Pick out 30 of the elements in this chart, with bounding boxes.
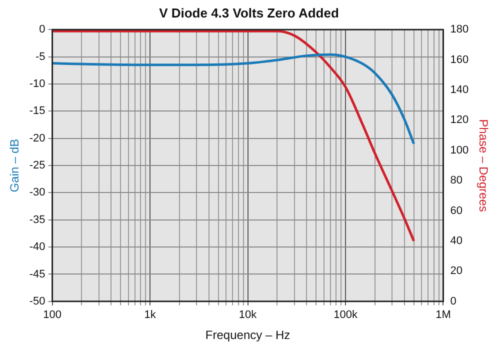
y-tick-label: -50 <box>29 295 46 308</box>
x-tick-label: 100 <box>43 309 62 322</box>
y-tick-label: -5 <box>36 50 46 63</box>
y-tick-label: -45 <box>29 268 46 280</box>
x-tick-label: 1k <box>144 309 156 322</box>
x-tick-label: 1M <box>436 309 451 322</box>
y2-tick-label: 100 <box>450 144 469 156</box>
y2-tick-label: 0 <box>450 295 456 308</box>
y2-tick-label: 80 <box>450 174 462 187</box>
y-tick-label: -25 <box>29 160 46 172</box>
chart-title: V Diode 4.3 Volts Zero Added <box>159 5 339 20</box>
y-tick-label: -35 <box>29 214 46 226</box>
y2-tick-label: 40 <box>450 235 462 248</box>
y-tick-label: -40 <box>29 241 46 254</box>
y2-tick-label: 60 <box>450 204 462 217</box>
y-tick-label: -15 <box>29 105 46 118</box>
y-tick-label: -20 <box>29 132 46 144</box>
y-axis-title: Gain – dB <box>8 138 22 192</box>
y-tick-label: -30 <box>29 186 46 199</box>
y-tick-label: -10 <box>29 78 46 90</box>
x-tick-label: 100k <box>334 309 358 322</box>
y-tick-label: 0 <box>39 24 46 36</box>
y2-axis-title: Phase – Degrees <box>476 119 490 212</box>
y2-tick-label: 140 <box>450 84 469 96</box>
x-tick-label: 10k <box>238 309 258 322</box>
x-axis-title: Frequency – Hz <box>205 328 290 342</box>
y2-tick-label: 160 <box>450 54 469 66</box>
y2-tick-label: 20 <box>450 265 462 278</box>
y2-tick-label: 120 <box>450 114 469 126</box>
y2-tick-label: 180 <box>450 24 469 36</box>
